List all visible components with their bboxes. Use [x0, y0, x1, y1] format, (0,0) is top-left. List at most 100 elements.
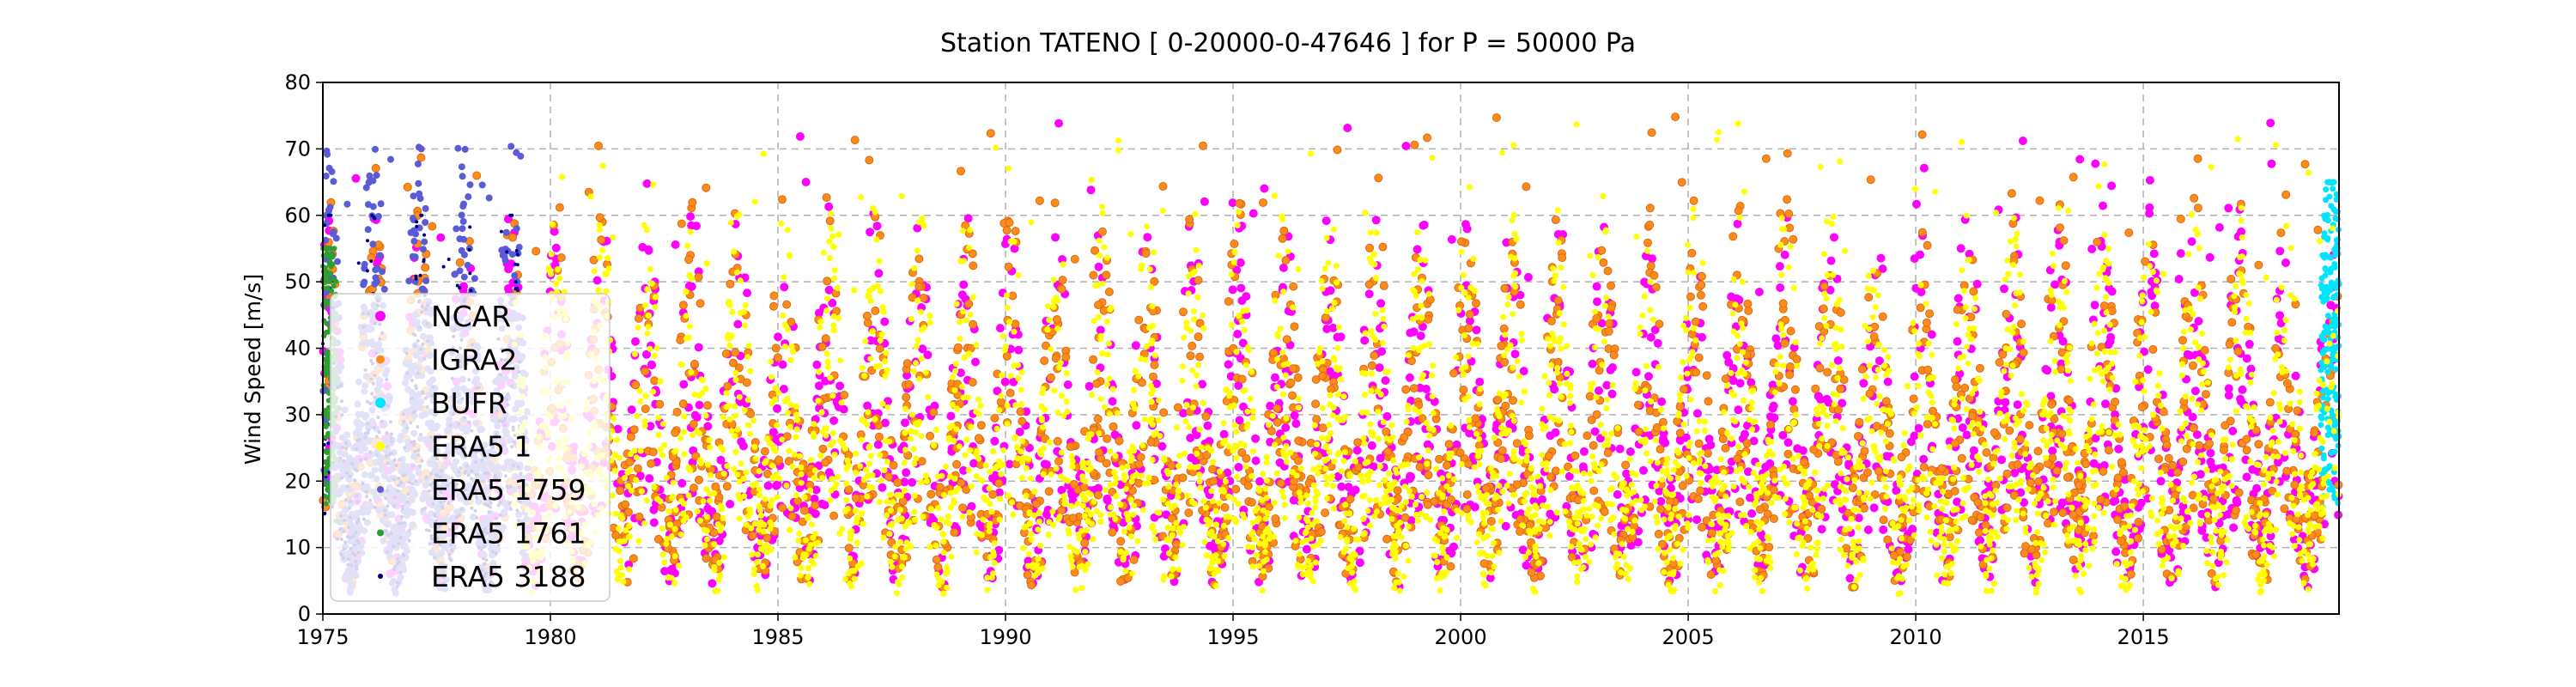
data-point: [507, 143, 515, 150]
data-point: [1231, 484, 1241, 494]
data-point: [923, 350, 933, 360]
data-point: [1860, 447, 1869, 456]
data-point: [676, 336, 685, 344]
data-point: [1276, 478, 1285, 488]
data-point: [821, 334, 830, 344]
data-point: [633, 464, 642, 473]
data-point: [2221, 421, 2230, 430]
data-point: [1878, 312, 1887, 321]
data-point: [1328, 323, 1338, 332]
data-point: [1050, 198, 1060, 208]
data-point: [1281, 256, 1291, 265]
data-point: [1872, 422, 1881, 431]
data-point: [824, 468, 834, 477]
data-point: [1953, 294, 1963, 303]
data-point: [1091, 246, 1100, 255]
data-point: [933, 562, 943, 572]
data-point: [2202, 390, 2210, 399]
data-point: [726, 500, 735, 508]
data-point: [2150, 301, 2160, 311]
data-point: [1353, 438, 1363, 447]
data-point: [1925, 309, 1935, 319]
data-point: [1270, 373, 1279, 382]
data-point: [2089, 532, 2099, 540]
data-point: [1236, 283, 1246, 293]
data-point: [677, 219, 686, 228]
data-point: [2099, 301, 2109, 311]
data-point: [2000, 284, 2008, 294]
data-point: [1957, 453, 1966, 463]
data-point: [787, 512, 797, 521]
data-point: [1208, 465, 1218, 474]
data-point: [1479, 559, 1489, 568]
data-point: [1444, 440, 1454, 449]
data-point: [974, 434, 983, 443]
data-point: [1446, 562, 1455, 571]
data-point: [1327, 385, 1336, 394]
data-point: [1416, 331, 1425, 341]
data-point: [1400, 513, 1410, 522]
data-point: [2238, 385, 2247, 394]
data-point: [2114, 444, 2123, 453]
data-point: [900, 477, 909, 487]
data-point: [1086, 185, 1096, 195]
data-point: [1879, 525, 1888, 534]
data-point: [2148, 291, 2157, 301]
data-point: [1656, 445, 1665, 454]
data-point: [1499, 324, 1509, 333]
data-point: [1035, 196, 1044, 205]
data-point: [1693, 409, 1702, 418]
data-point: [1294, 456, 1303, 465]
data-point: [1674, 467, 1684, 477]
data-point: [2134, 517, 2143, 526]
data-point: [1789, 343, 1799, 352]
data-point: [1179, 307, 1188, 317]
data-point: [1765, 543, 1774, 552]
data-point: [332, 234, 340, 242]
data-point: [1023, 570, 1032, 580]
data-point: [1382, 427, 1391, 436]
data-point: [1775, 262, 1784, 271]
data-point: [1945, 532, 1954, 542]
data-point: [1910, 431, 1919, 441]
data-point: [1953, 497, 1962, 507]
data-point: [2026, 478, 2035, 488]
data-point: [688, 198, 697, 207]
data-point: [1953, 337, 1962, 346]
data-point: [1956, 244, 1965, 253]
data-point: [380, 285, 388, 293]
data-point: [2205, 439, 2214, 448]
data-point: [1922, 318, 1931, 327]
data-point: [884, 472, 893, 481]
data-point: [1318, 423, 1327, 433]
data-point: [1238, 338, 1248, 348]
data-point: [1279, 226, 1289, 235]
data-point: [1236, 258, 1245, 267]
data-point: [994, 478, 1004, 488]
data-point: [1057, 506, 1066, 515]
data-point: [800, 506, 809, 515]
data-point: [323, 147, 331, 155]
data-point: [1051, 233, 1060, 242]
data-point: [1242, 292, 1251, 301]
data-point: [1656, 496, 1666, 506]
data-point: [1780, 250, 1789, 259]
data-point: [2096, 495, 2105, 504]
data-point: [932, 555, 941, 564]
data-point: [2275, 246, 2285, 256]
data-point: [654, 534, 663, 544]
data-point: [1188, 341, 1197, 350]
data-point: [902, 392, 911, 402]
data-point: [1593, 297, 1601, 307]
data-point: [811, 501, 820, 510]
data-point: [1351, 485, 1360, 495]
data-point: [1599, 258, 1608, 267]
data-point: [787, 317, 796, 326]
data-point: [2300, 160, 2310, 169]
data-point: [2143, 365, 2153, 374]
data-point: [1194, 276, 1203, 285]
data-point: [1360, 336, 1370, 345]
data-point: [746, 410, 756, 418]
data-point: [902, 359, 912, 368]
data-point: [2189, 423, 2198, 433]
